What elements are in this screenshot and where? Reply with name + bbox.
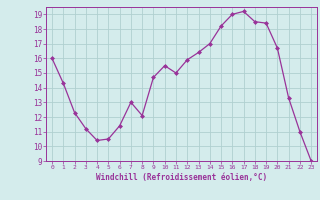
X-axis label: Windchill (Refroidissement éolien,°C): Windchill (Refroidissement éolien,°C) [96,173,267,182]
